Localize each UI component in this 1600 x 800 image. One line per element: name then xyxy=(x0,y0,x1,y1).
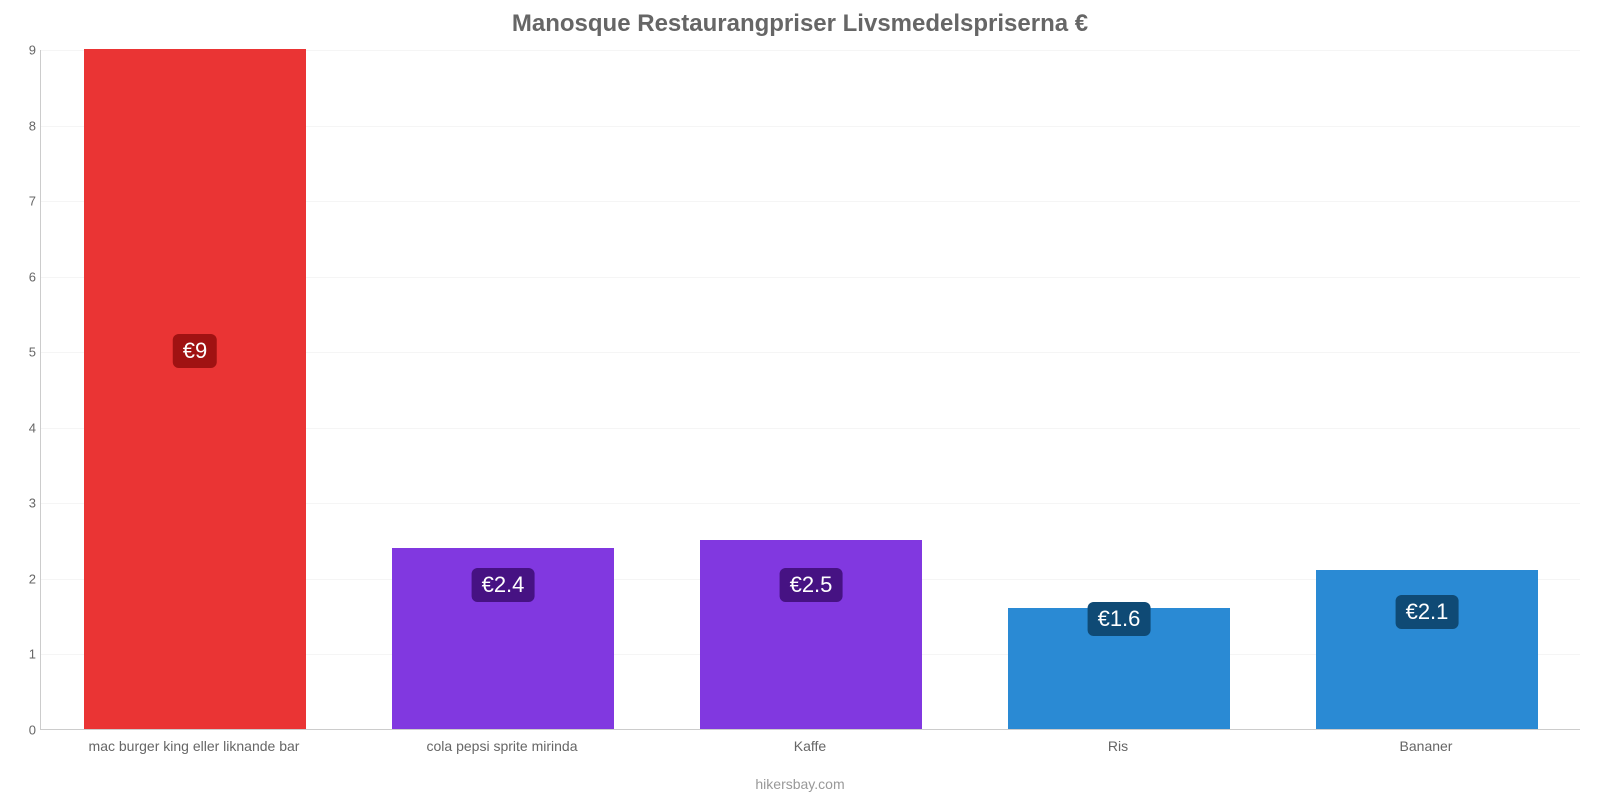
plot-area: €9 €2.4 €2.5 €1.6 €2.1 xyxy=(40,50,1580,730)
y-tick-label: 1 xyxy=(0,647,36,662)
bar-value-label: €1.6 xyxy=(1088,602,1151,636)
y-tick-label: 9 xyxy=(0,43,36,58)
bar xyxy=(84,49,306,729)
y-tick-label: 8 xyxy=(0,118,36,133)
bar-slot: €2.1 xyxy=(1273,50,1581,729)
x-tick-label: cola pepsi sprite mirinda xyxy=(427,738,578,754)
bar-value-label: €2.1 xyxy=(1396,595,1459,629)
y-tick-label: 4 xyxy=(0,420,36,435)
x-tick-label: mac burger king eller liknande bar xyxy=(89,738,300,754)
y-tick-label: 5 xyxy=(0,345,36,360)
x-tick-label: Bananer xyxy=(1400,738,1453,754)
bar-value-label: €9 xyxy=(173,334,217,368)
bars-group: €9 €2.4 €2.5 €1.6 €2.1 xyxy=(41,50,1580,729)
y-tick-label: 6 xyxy=(0,269,36,284)
bar-slot: €2.4 xyxy=(349,50,657,729)
bar-slot: €1.6 xyxy=(965,50,1273,729)
y-tick-label: 7 xyxy=(0,194,36,209)
x-tick-label: Kaffe xyxy=(794,738,826,754)
bar-slot: €2.5 xyxy=(657,50,965,729)
bar-value-label: €2.5 xyxy=(780,568,843,602)
y-tick-label: 2 xyxy=(0,571,36,586)
bar-value-label: €2.4 xyxy=(472,568,535,602)
chart-container: Manosque Restaurangpriser Livsmedelspris… xyxy=(0,0,1600,800)
chart-title: Manosque Restaurangpriser Livsmedelspris… xyxy=(0,10,1600,38)
y-tick-label: 0 xyxy=(0,723,36,738)
bar-slot: €9 xyxy=(41,50,349,729)
credit-text: hikersbay.com xyxy=(0,776,1600,792)
x-tick-label: Ris xyxy=(1108,738,1128,754)
y-tick-label: 3 xyxy=(0,496,36,511)
